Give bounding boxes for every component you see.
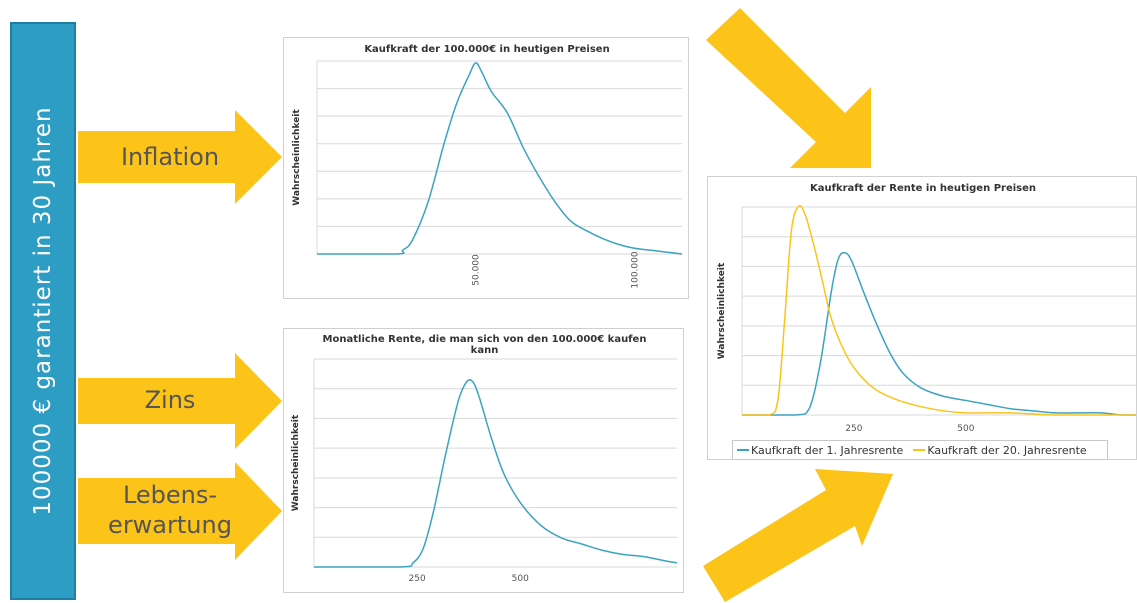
legend-item-2: Kaufkraft der 20. Jahresrente bbox=[913, 443, 1087, 457]
lebenserwartung-label-line1: Lebens- bbox=[122, 481, 218, 509]
legend-swatch-2 bbox=[913, 449, 926, 451]
chart-title-line: kann bbox=[471, 345, 499, 356]
chart-title: Kaufkraft der Rente in heutigen Preisen bbox=[810, 183, 1036, 194]
chart-kaufkraft-100000-svg: Kaufkraft der 100.000€ in heutigen Preis… bbox=[292, 44, 683, 289]
lebenserwartung-label: Lebens- erwartung bbox=[95, 480, 245, 540]
chart-kaufkraft-rente: Kaufkraft der Rente in heutigen Preisen W… bbox=[707, 176, 1137, 460]
series-line-1 bbox=[741, 251, 1136, 416]
chart-title-line: Monatliche Rente, die man sich von den 1… bbox=[323, 334, 647, 345]
chart-monatliche-rente: Monatliche Rente, die man sich von den 1… bbox=[283, 328, 684, 593]
legend-label-2: Kaufkraft der 20. Jahresrente bbox=[927, 443, 1087, 457]
zins-arrow bbox=[78, 353, 282, 449]
chart-kaufkraft-rente-svg: Kaufkraft der Rente in heutigen Preisen W… bbox=[717, 183, 1136, 434]
guarantee-sidebar: 100000 € garantiert in 30 Jahren bbox=[10, 22, 76, 600]
series-line-1 bbox=[316, 62, 683, 255]
zins-label: Zins bbox=[144, 386, 196, 414]
lebenserwartung-label-line2: erwartung bbox=[108, 511, 232, 539]
legend-item-1: Kaufkraft der 1. Jahresrente bbox=[737, 444, 903, 457]
inflation-label: Inflation bbox=[120, 143, 220, 171]
diagonal-arrow-bottom bbox=[703, 469, 893, 602]
y-axis-label: Wahrscheinlichkeit bbox=[717, 262, 727, 359]
x-tick-label: 100.000 bbox=[630, 251, 640, 288]
chart-legend: Kaufkraft der 1. Jahresrente Kaufkraft d… bbox=[732, 440, 1108, 460]
x-tick-label: 500 bbox=[957, 424, 974, 434]
diagonal-arrow-top bbox=[706, 8, 871, 168]
chart-kaufkraft-100000: Kaufkraft der 100.000€ in heutigen Preis… bbox=[283, 37, 689, 299]
lebenserwartung-arrow bbox=[78, 462, 282, 560]
inflation-arrow bbox=[78, 110, 282, 204]
legend-label-1: Kaufkraft der 1. Jahresrente bbox=[751, 443, 904, 457]
x-tick-label: 250 bbox=[409, 574, 426, 584]
chart-monatliche-rente-svg: Monatliche Rente, die man sich von den 1… bbox=[291, 334, 678, 584]
legend-swatch-1 bbox=[737, 449, 749, 451]
y-axis-label: Wahrscheinlichkeit bbox=[292, 109, 302, 206]
x-tick-label: 50.000 bbox=[472, 254, 482, 286]
x-tick-label: 500 bbox=[512, 574, 529, 584]
series-line-1 bbox=[313, 379, 678, 568]
y-axis-label: Wahrscheinlichkeit bbox=[291, 414, 301, 511]
chart-title: Kaufkraft der 100.000€ in heutigen Preis… bbox=[364, 44, 609, 55]
series-line-2 bbox=[741, 205, 1136, 416]
x-tick-label: 250 bbox=[845, 424, 862, 434]
